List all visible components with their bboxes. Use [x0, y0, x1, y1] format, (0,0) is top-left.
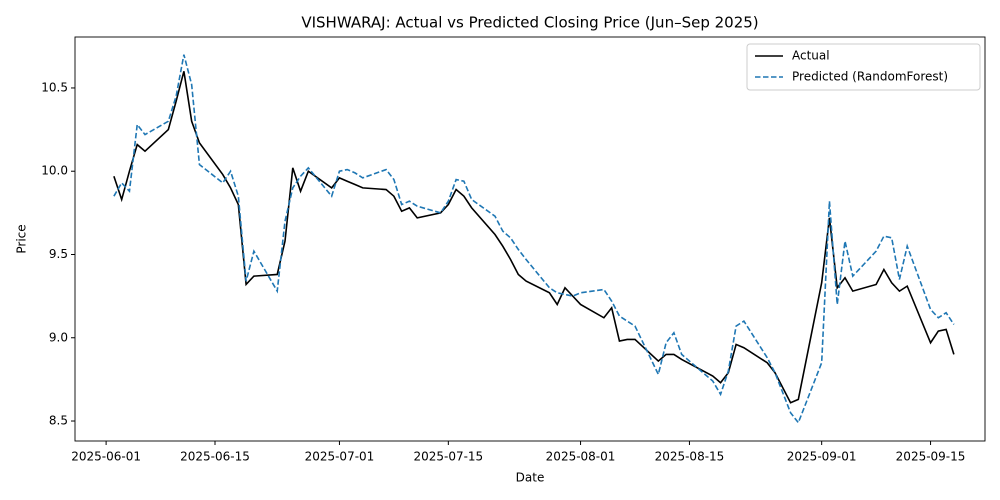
legend-box	[746, 43, 981, 91]
x-tick-label: 2025-08-01	[546, 450, 616, 464]
legend-label: Predicted (RandomForest)	[792, 70, 948, 84]
y-tick-label: 10.0	[41, 164, 68, 178]
chart-title: VISHWARAJ: Actual vs Predicted Closing P…	[301, 14, 758, 32]
series-line	[113, 54, 955, 425]
x-axis-label: Date	[516, 471, 545, 485]
plot-frame	[74, 36, 986, 442]
x-tick-label: 2025-06-01	[71, 450, 141, 464]
x-tick-label: 2025-06-15	[180, 450, 250, 464]
x-tick-label: 2025-09-01	[787, 450, 857, 464]
x-tick-label: 2025-07-01	[305, 450, 375, 464]
x-tick-label: 2025-07-15	[413, 450, 483, 464]
x-tick-label: 2025-08-15	[655, 450, 725, 464]
y-tick-label: 8.5	[49, 414, 68, 428]
y-axis-label: Price	[15, 224, 29, 253]
y-tick-label: 9.5	[49, 247, 68, 261]
x-tick-label: 2025-09-15	[896, 450, 966, 464]
y-tick-label: 10.5	[41, 80, 68, 94]
y-tick-label: 9.0	[49, 330, 68, 344]
legend-label: Actual	[792, 49, 830, 63]
